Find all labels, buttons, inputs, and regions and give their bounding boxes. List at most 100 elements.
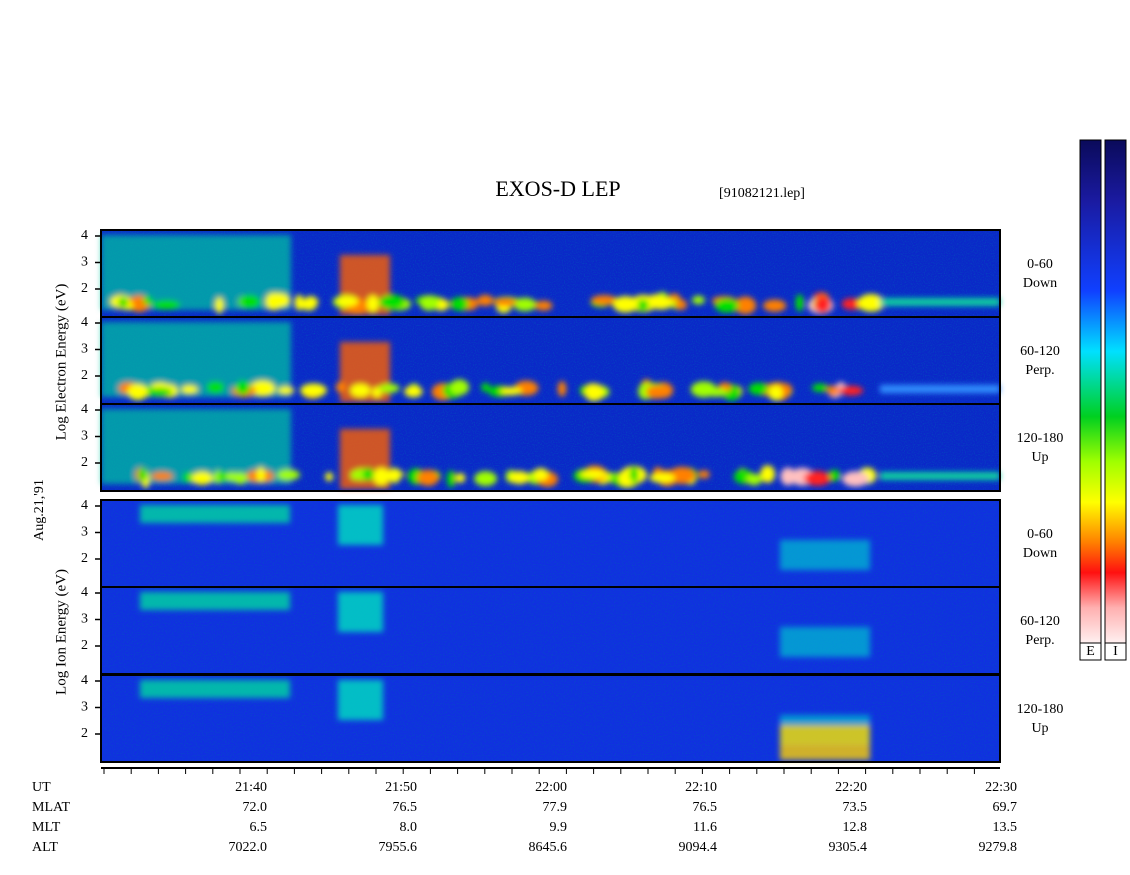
- row-value: 8.0: [400, 820, 418, 835]
- feature: [746, 473, 762, 486]
- date-label: Aug.21,'91: [32, 479, 47, 541]
- feature: [138, 467, 147, 482]
- y-tick-label: 3: [81, 700, 88, 715]
- y-tick-label: 2: [81, 455, 88, 470]
- colorbar: [1079, 139, 1102, 644]
- feature: [379, 294, 405, 310]
- panel-frame: [100, 403, 1001, 492]
- feature: [127, 383, 149, 401]
- panel-direction: Up: [1031, 450, 1048, 465]
- feature: [206, 381, 225, 394]
- row-value: 11.6: [693, 820, 717, 835]
- feature: [760, 465, 776, 483]
- feature: [366, 295, 380, 313]
- feature: [780, 467, 796, 486]
- feature: [276, 469, 300, 481]
- feature: [811, 383, 828, 392]
- title: EXOS-D LEP: [495, 176, 620, 201]
- feature: [239, 294, 261, 309]
- feature: [143, 296, 154, 305]
- panel-frame: [100, 674, 1001, 763]
- feature: [450, 297, 469, 311]
- y-tick-label: 4: [81, 673, 88, 688]
- row-value: 22:30: [985, 780, 1017, 795]
- row-value: 9094.4: [679, 840, 718, 855]
- feature: [180, 384, 199, 394]
- feature: [477, 294, 494, 307]
- feature: [508, 471, 530, 485]
- feature: [705, 387, 728, 397]
- row-value: 72.0: [243, 800, 268, 815]
- feature: [372, 467, 390, 486]
- feature: [493, 298, 517, 307]
- feature: [842, 471, 869, 487]
- feature: [277, 386, 295, 395]
- feature: [449, 379, 470, 396]
- feature: [182, 471, 193, 483]
- panel-range: 0-60: [1027, 527, 1053, 542]
- y-tick-label: 2: [81, 551, 88, 566]
- file-name: [91082121.lep]: [719, 186, 805, 201]
- row-value: 22:20: [835, 780, 867, 795]
- feature: [645, 385, 668, 399]
- panel-range: 120-180: [1017, 702, 1064, 717]
- feature: [265, 292, 283, 311]
- feature: [300, 300, 317, 311]
- row-name: MLT: [32, 820, 61, 835]
- feature: [803, 470, 831, 486]
- feature: [338, 680, 383, 720]
- feature: [338, 505, 383, 545]
- panel-direction: Down: [1023, 276, 1057, 291]
- feature: [880, 298, 1000, 306]
- feature: [335, 295, 359, 307]
- row-value: 21:40: [235, 780, 267, 795]
- feature: [674, 299, 688, 310]
- feature: [151, 471, 174, 481]
- feature: [612, 296, 639, 313]
- row-value: 77.9: [543, 800, 568, 815]
- panel-direction: Down: [1023, 546, 1057, 561]
- panel-range: 120-180: [1017, 431, 1064, 446]
- row-value: 76.5: [393, 800, 418, 815]
- row-value: 7022.0: [229, 840, 268, 855]
- row-value: 22:00: [535, 780, 567, 795]
- feature: [880, 385, 1000, 393]
- feature: [534, 300, 553, 311]
- y-tick-label: 3: [81, 429, 88, 444]
- panel-range: 60-120: [1020, 614, 1060, 629]
- feature: [152, 300, 181, 310]
- feature: [118, 297, 129, 308]
- colorbar: [1104, 139, 1127, 644]
- panel-range: 60-120: [1020, 344, 1060, 359]
- spectral-features: [140, 680, 870, 760]
- feature: [335, 381, 346, 393]
- y-tick-label: 2: [81, 281, 88, 296]
- feature: [218, 471, 228, 482]
- row-value: 69.7: [993, 800, 1018, 815]
- feature: [629, 466, 639, 482]
- feature: [474, 471, 498, 487]
- feature: [215, 296, 224, 314]
- feature: [649, 472, 676, 483]
- row-value: 7955.6: [379, 840, 418, 855]
- row-value: 76.5: [693, 800, 718, 815]
- feature: [857, 294, 885, 312]
- feature: [191, 471, 213, 485]
- row-name: ALT: [32, 840, 58, 855]
- feature: [557, 381, 567, 397]
- feature: [140, 680, 290, 698]
- row-value: 73.5: [843, 800, 868, 815]
- feature: [748, 382, 769, 395]
- row-value: 8645.6: [529, 840, 568, 855]
- y-tick-label: 3: [81, 255, 88, 270]
- panel-direction: Perp.: [1025, 633, 1054, 648]
- y-tick-label: 3: [81, 342, 88, 357]
- feature: [500, 386, 522, 396]
- time-axis: UT 21:40 21:50 22:00 22:10 22:20 22:30 MLAT 72.0…: [32, 767, 1018, 855]
- y-tick-label: 4: [81, 228, 88, 243]
- colorbar-label-box: [1104, 642, 1127, 661]
- feature: [256, 466, 266, 483]
- feature: [481, 382, 490, 392]
